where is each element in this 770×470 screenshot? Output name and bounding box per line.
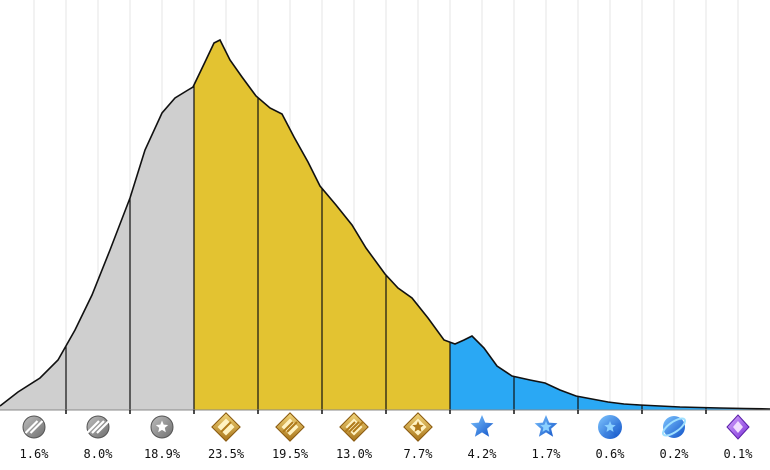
percent-labels: 1.6% 8.0% 18.9% 23.5% 19.5% 13.0% 7.7% 4.2% 1.7%… — [20, 447, 754, 461]
tier-area — [450, 336, 770, 410]
distribution-outline — [0, 38, 770, 410]
iron-2-icon — [86, 415, 110, 439]
mythic-icon — [726, 414, 750, 440]
gold-2-icon — [275, 412, 305, 442]
platinum-1-star-icon — [470, 415, 494, 437]
percent-label: 7.7% — [404, 447, 434, 461]
percent-label: 0.1% — [724, 447, 754, 461]
platinum-3-star-icon — [598, 415, 622, 439]
percent-label: 4.2% — [468, 447, 498, 461]
segment-dividers — [65, 84, 707, 410]
percent-label: 1.6% — [20, 447, 50, 461]
diamond-icon — [661, 416, 687, 438]
percent-label: 19.5% — [272, 447, 309, 461]
percent-label: 8.0% — [84, 447, 114, 461]
iron-3-star-icon — [150, 415, 174, 439]
gold-4-star-icon — [403, 412, 433, 442]
distribution-areas — [0, 40, 770, 411]
percent-label: 18.9% — [144, 447, 181, 461]
x-axis-ticks — [65, 410, 707, 414]
tier-area — [0, 84, 194, 411]
percent-label: 1.7% — [532, 447, 562, 461]
percent-label: 0.2% — [660, 447, 690, 461]
percent-label: 13.0% — [336, 447, 373, 461]
percent-label: 23.5% — [208, 447, 245, 461]
percent-label: 0.6% — [596, 447, 626, 461]
platinum-2-star-icon — [534, 415, 558, 437]
gold-3-icon — [339, 412, 369, 442]
iron-1-icon — [22, 415, 46, 439]
gold-1-icon — [211, 412, 241, 442]
rank-icons — [22, 412, 750, 442]
